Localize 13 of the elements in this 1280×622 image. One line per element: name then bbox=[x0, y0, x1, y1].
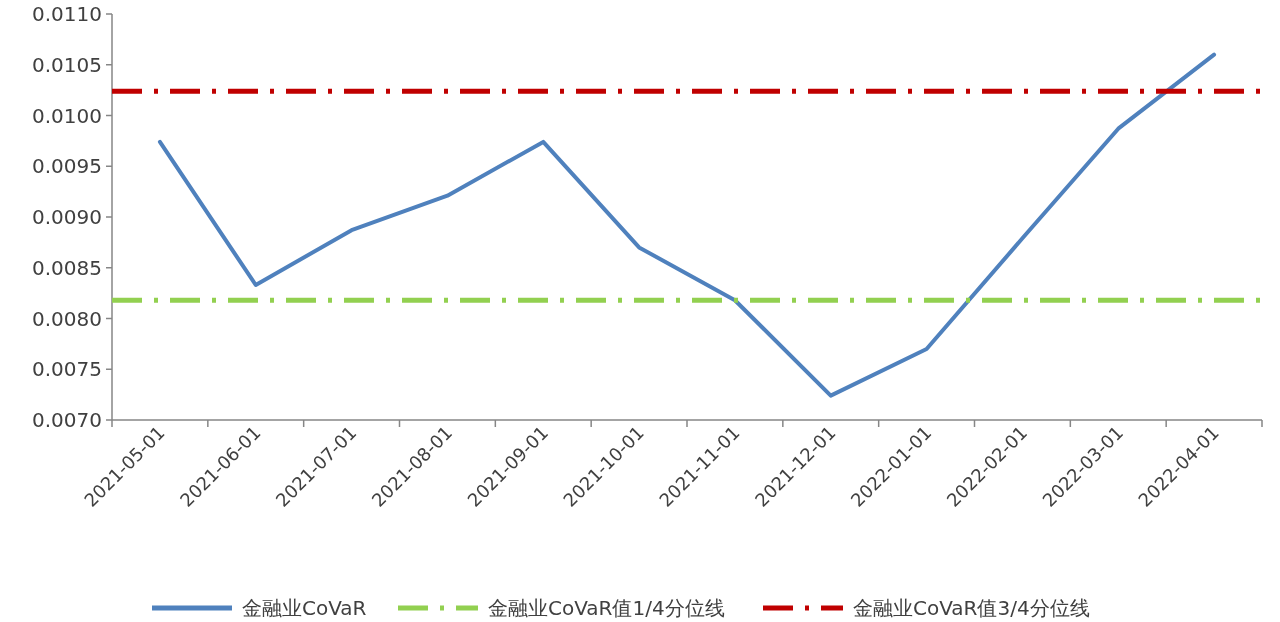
legend-label: 金融业CoVaR bbox=[242, 596, 367, 620]
legend-label: 金融业CoVaR值3/4分位线 bbox=[853, 596, 1090, 620]
y-tick-label: 0.0085 bbox=[32, 255, 102, 280]
y-tick-label: 0.0080 bbox=[32, 306, 102, 331]
line-series bbox=[157, 52, 1217, 398]
y-tick-label: 0.0110 bbox=[32, 2, 102, 26]
y-tick-label: 0.0070 bbox=[32, 408, 102, 432]
y-tick-label: 0.0095 bbox=[32, 154, 102, 179]
y-tick-label: 0.0075 bbox=[32, 357, 102, 382]
y-tick-label: 0.0100 bbox=[32, 103, 102, 128]
y-tick-label: 0.0090 bbox=[32, 205, 102, 229]
y-tick-label: 0.0105 bbox=[32, 52, 102, 77]
legend-label: 金融业CoVaR值1/4分位线 bbox=[488, 596, 725, 620]
